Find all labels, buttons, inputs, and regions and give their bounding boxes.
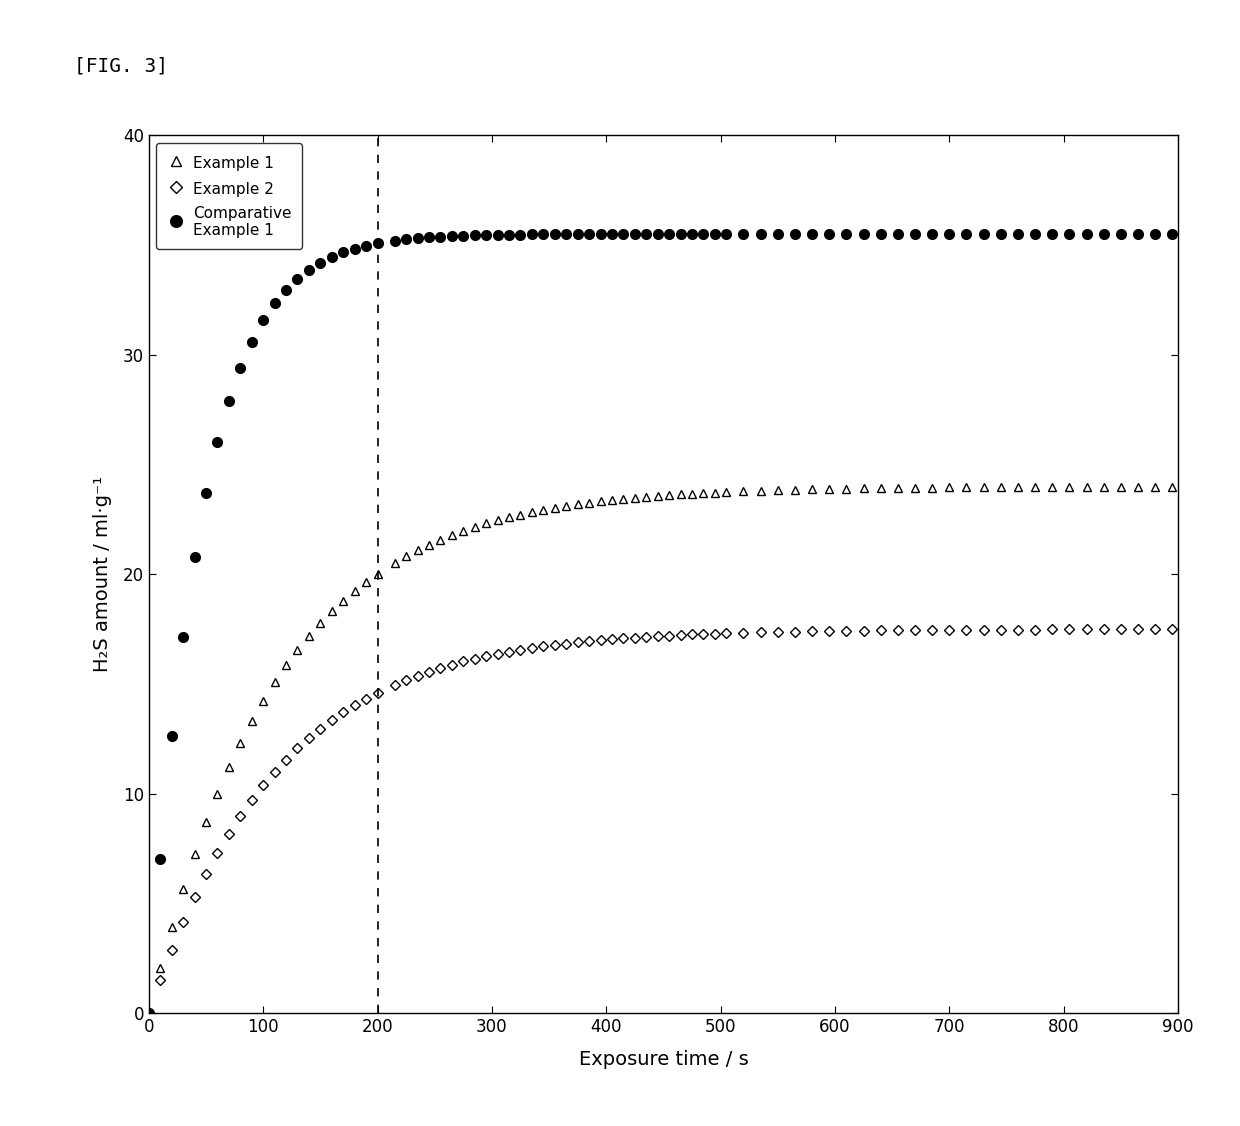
Comparative
Example 1 (627, 227, 642, 241)
Example 1 (1164, 480, 1179, 493)
Comparative
Example 1 (501, 227, 516, 241)
Y-axis label: H₂S amount / ml·g⁻¹: H₂S amount / ml·g⁻¹ (93, 476, 112, 672)
Example 2 (525, 641, 539, 654)
Comparative
Example 1 (312, 256, 327, 269)
Line: Comparative
Example 1: Comparative Example 1 (144, 229, 1177, 1018)
Line: Example 1: Example 1 (145, 482, 1177, 1018)
Example 2 (1164, 623, 1179, 636)
Example 1 (444, 528, 459, 542)
Example 2 (627, 631, 642, 644)
X-axis label: Exposure time / s: Exposure time / s (579, 1051, 748, 1070)
Example 2 (501, 645, 516, 659)
Example 2 (433, 661, 448, 674)
Text: [FIG. 3]: [FIG. 3] (74, 56, 169, 75)
Comparative
Example 1 (525, 227, 539, 241)
Example 1 (141, 1007, 156, 1020)
Comparative
Example 1 (433, 230, 448, 243)
Comparative
Example 1 (1164, 227, 1179, 241)
Example 1 (433, 533, 448, 546)
Example 2 (312, 722, 327, 735)
Example 1 (501, 510, 516, 524)
Example 1 (312, 616, 327, 629)
Legend: Example 1, Example 2, Comparative
Example 1: Example 1, Example 2, Comparative Exampl… (156, 143, 303, 249)
Comparative
Example 1 (141, 1007, 156, 1020)
Line: Example 2: Example 2 (145, 626, 1176, 1017)
Example 1 (525, 506, 539, 519)
Comparative
Example 1 (444, 230, 459, 243)
Example 2 (141, 1007, 156, 1020)
Example 1 (627, 491, 642, 504)
Example 2 (444, 658, 459, 671)
